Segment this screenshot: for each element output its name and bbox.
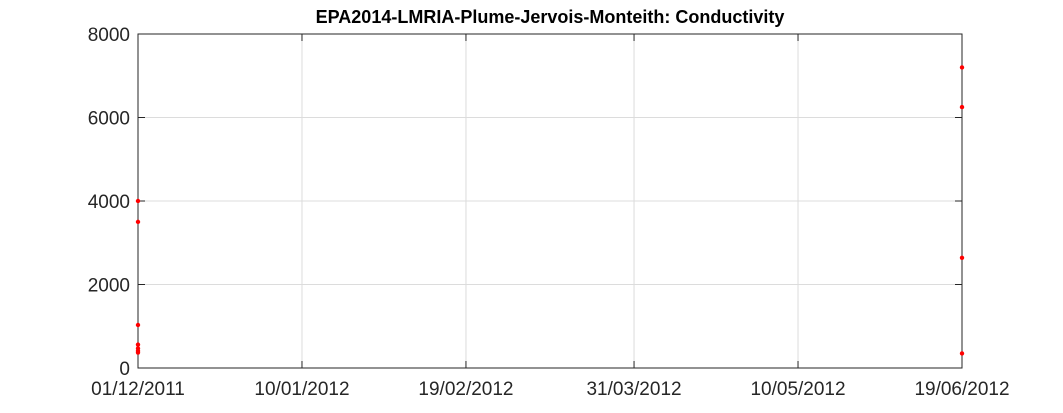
y-axis-tick-labels: 0 2000 4000 6000 8000	[88, 25, 130, 380]
data-point	[959, 65, 965, 70]
data-point	[959, 104, 965, 110]
data-point	[959, 255, 965, 260]
x-tick-label: 19/02/2012	[418, 379, 513, 400]
x-tick-label: 19/06/2012	[914, 379, 1009, 400]
data-points	[135, 65, 965, 356]
y-tick-label: 6000	[88, 109, 130, 130]
x-tick-label: 10/05/2012	[750, 379, 845, 400]
y-tick-label: 2000	[88, 276, 130, 297]
y-tick-label: 4000	[88, 192, 130, 213]
data-point	[959, 351, 965, 356]
data-point	[135, 198, 141, 204]
data-point	[135, 219, 141, 225]
x-tick-label: 31/03/2012	[586, 379, 681, 400]
data-point	[135, 342, 141, 347]
y-tick-label: 8000	[88, 25, 130, 46]
x-tick-label: 01/12/2011	[91, 379, 185, 400]
data-point	[135, 322, 141, 328]
y-tick-label: 0	[119, 359, 130, 380]
x-axis-tick-labels: 01/12/2011 10/01/2012 19/02/2012 31/03/2012…	[91, 379, 1009, 400]
data-point	[135, 350, 141, 355]
chart-title: EPA2014-LMRIA-Plume-Jervois-Monteith: Co…	[316, 7, 785, 27]
x-tick-label: 10/01/2012	[254, 379, 349, 400]
grid-lines	[138, 34, 962, 368]
